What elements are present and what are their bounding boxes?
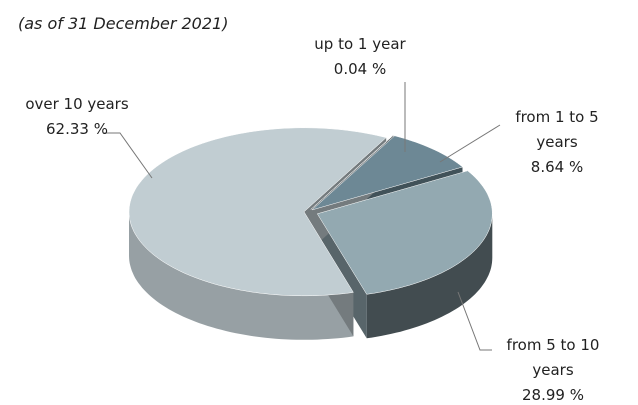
value-label: 0.04 % — [333, 60, 387, 78]
slice-label: over 10 years 62.33 % — [2, 92, 152, 142]
slice-label: from 5 to 10 years 28.99 % — [488, 333, 618, 405]
leader-line — [439, 124, 501, 163]
slice-label: up to 1 year 0.04 % — [290, 32, 430, 82]
leader-line — [457, 291, 492, 351]
slice-top — [316, 170, 493, 295]
value-label: 28.99 % — [522, 386, 584, 404]
category-label: from 5 to 10 years — [506, 336, 600, 379]
value-label: 62.33 % — [46, 120, 108, 138]
leader-line — [103, 132, 153, 179]
slice-top — [310, 135, 394, 210]
chart-subtitle: (as of 31 December 2021) — [18, 14, 229, 33]
slice-side — [129, 211, 354, 340]
slice-side — [366, 213, 493, 339]
category-label: up to 1 year — [314, 35, 406, 53]
slice-label: from 1 to 5 years 8.64 % — [498, 105, 616, 180]
category-label: from 1 to 5 years — [515, 108, 599, 151]
slice-top — [128, 127, 387, 297]
value-label: 8.64 % — [530, 158, 584, 176]
category-label: over 10 years — [25, 95, 129, 113]
